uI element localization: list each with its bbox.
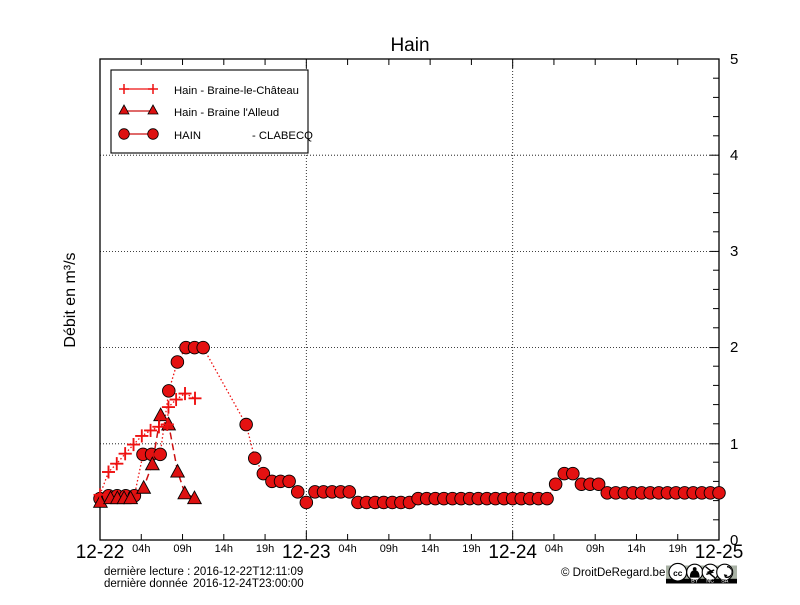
svg-text:dernière lecture : 2016-12-22T: dernière lecture : 2016-12-22T12:11:09 xyxy=(104,566,303,578)
svg-text:BY: BY xyxy=(691,579,699,585)
svg-text:12-24: 12-24 xyxy=(488,542,537,563)
svg-text:1: 1 xyxy=(730,436,738,453)
svg-text:14h: 14h xyxy=(421,543,439,555)
svg-text:dernière donnée: dernière donnée xyxy=(104,578,188,590)
svg-text:3: 3 xyxy=(730,243,738,260)
svg-text:SA: SA xyxy=(721,579,729,585)
svg-text:19h: 19h xyxy=(256,543,274,555)
svg-text:5: 5 xyxy=(730,51,738,68)
svg-text:09h: 09h xyxy=(173,543,191,555)
svg-text:- CLABECQ: - CLABECQ xyxy=(252,130,313,142)
svg-text:14h: 14h xyxy=(627,543,645,555)
svg-text:09h: 09h xyxy=(586,543,604,555)
svg-text:09h: 09h xyxy=(380,543,398,555)
svg-text:2016-12-24T23:00:00: 2016-12-24T23:00:00 xyxy=(193,578,304,590)
svg-text:04h: 04h xyxy=(132,543,150,555)
svg-text:Hain: Hain xyxy=(390,35,429,56)
svg-text:2: 2 xyxy=(730,339,738,356)
svg-text:NC: NC xyxy=(706,579,714,585)
svg-text:4: 4 xyxy=(730,147,738,164)
svg-text:Hain - Braine l'Alleud: Hain - Braine l'Alleud xyxy=(174,107,279,119)
svg-text:12-22: 12-22 xyxy=(76,542,125,563)
svg-text:Hain - Braine-le-Château: Hain - Braine-le-Château xyxy=(174,85,299,97)
svg-text:14h: 14h xyxy=(215,543,233,555)
svg-text:Débit en m³/s: Débit en m³/s xyxy=(62,252,79,347)
svg-text:12-25: 12-25 xyxy=(695,542,744,563)
svg-text:04h: 04h xyxy=(338,543,356,555)
svg-text:12-23: 12-23 xyxy=(282,542,331,563)
svg-text:19h: 19h xyxy=(462,543,480,555)
svg-text:© DroitDeRegard.be: © DroitDeRegard.be xyxy=(561,567,665,579)
svg-text:19h: 19h xyxy=(669,543,687,555)
svg-text:HAIN: HAIN xyxy=(174,130,201,142)
svg-text:04h: 04h xyxy=(545,543,563,555)
svg-text:cc: cc xyxy=(673,568,683,578)
